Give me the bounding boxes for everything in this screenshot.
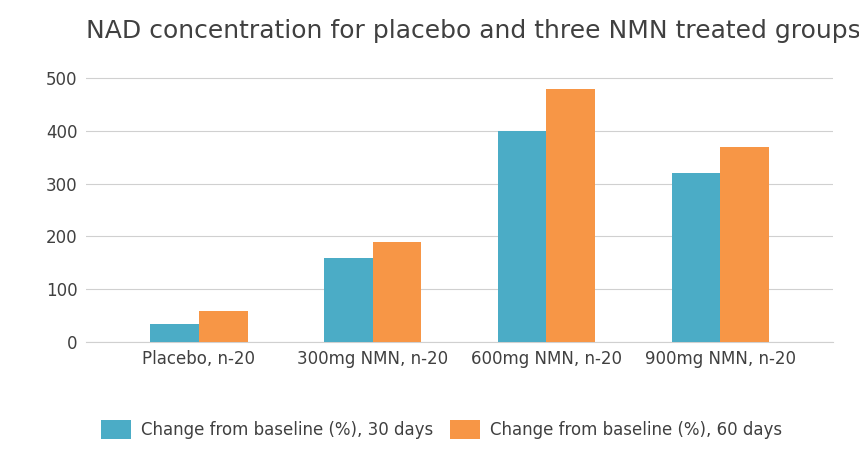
Bar: [150, 323, 199, 342]
Bar: [199, 312, 247, 342]
Text: NAD concentration for placebo and three NMN treated groups: NAD concentration for placebo and three …: [86, 19, 859, 43]
Bar: [498, 131, 546, 342]
Bar: [324, 257, 373, 342]
Bar: [672, 173, 720, 342]
Legend: Change from baseline (%), 30 days, Change from baseline (%), 60 days: Change from baseline (%), 30 days, Chang…: [94, 413, 789, 446]
Bar: [546, 89, 595, 342]
Bar: [373, 242, 421, 342]
Bar: [720, 147, 769, 342]
